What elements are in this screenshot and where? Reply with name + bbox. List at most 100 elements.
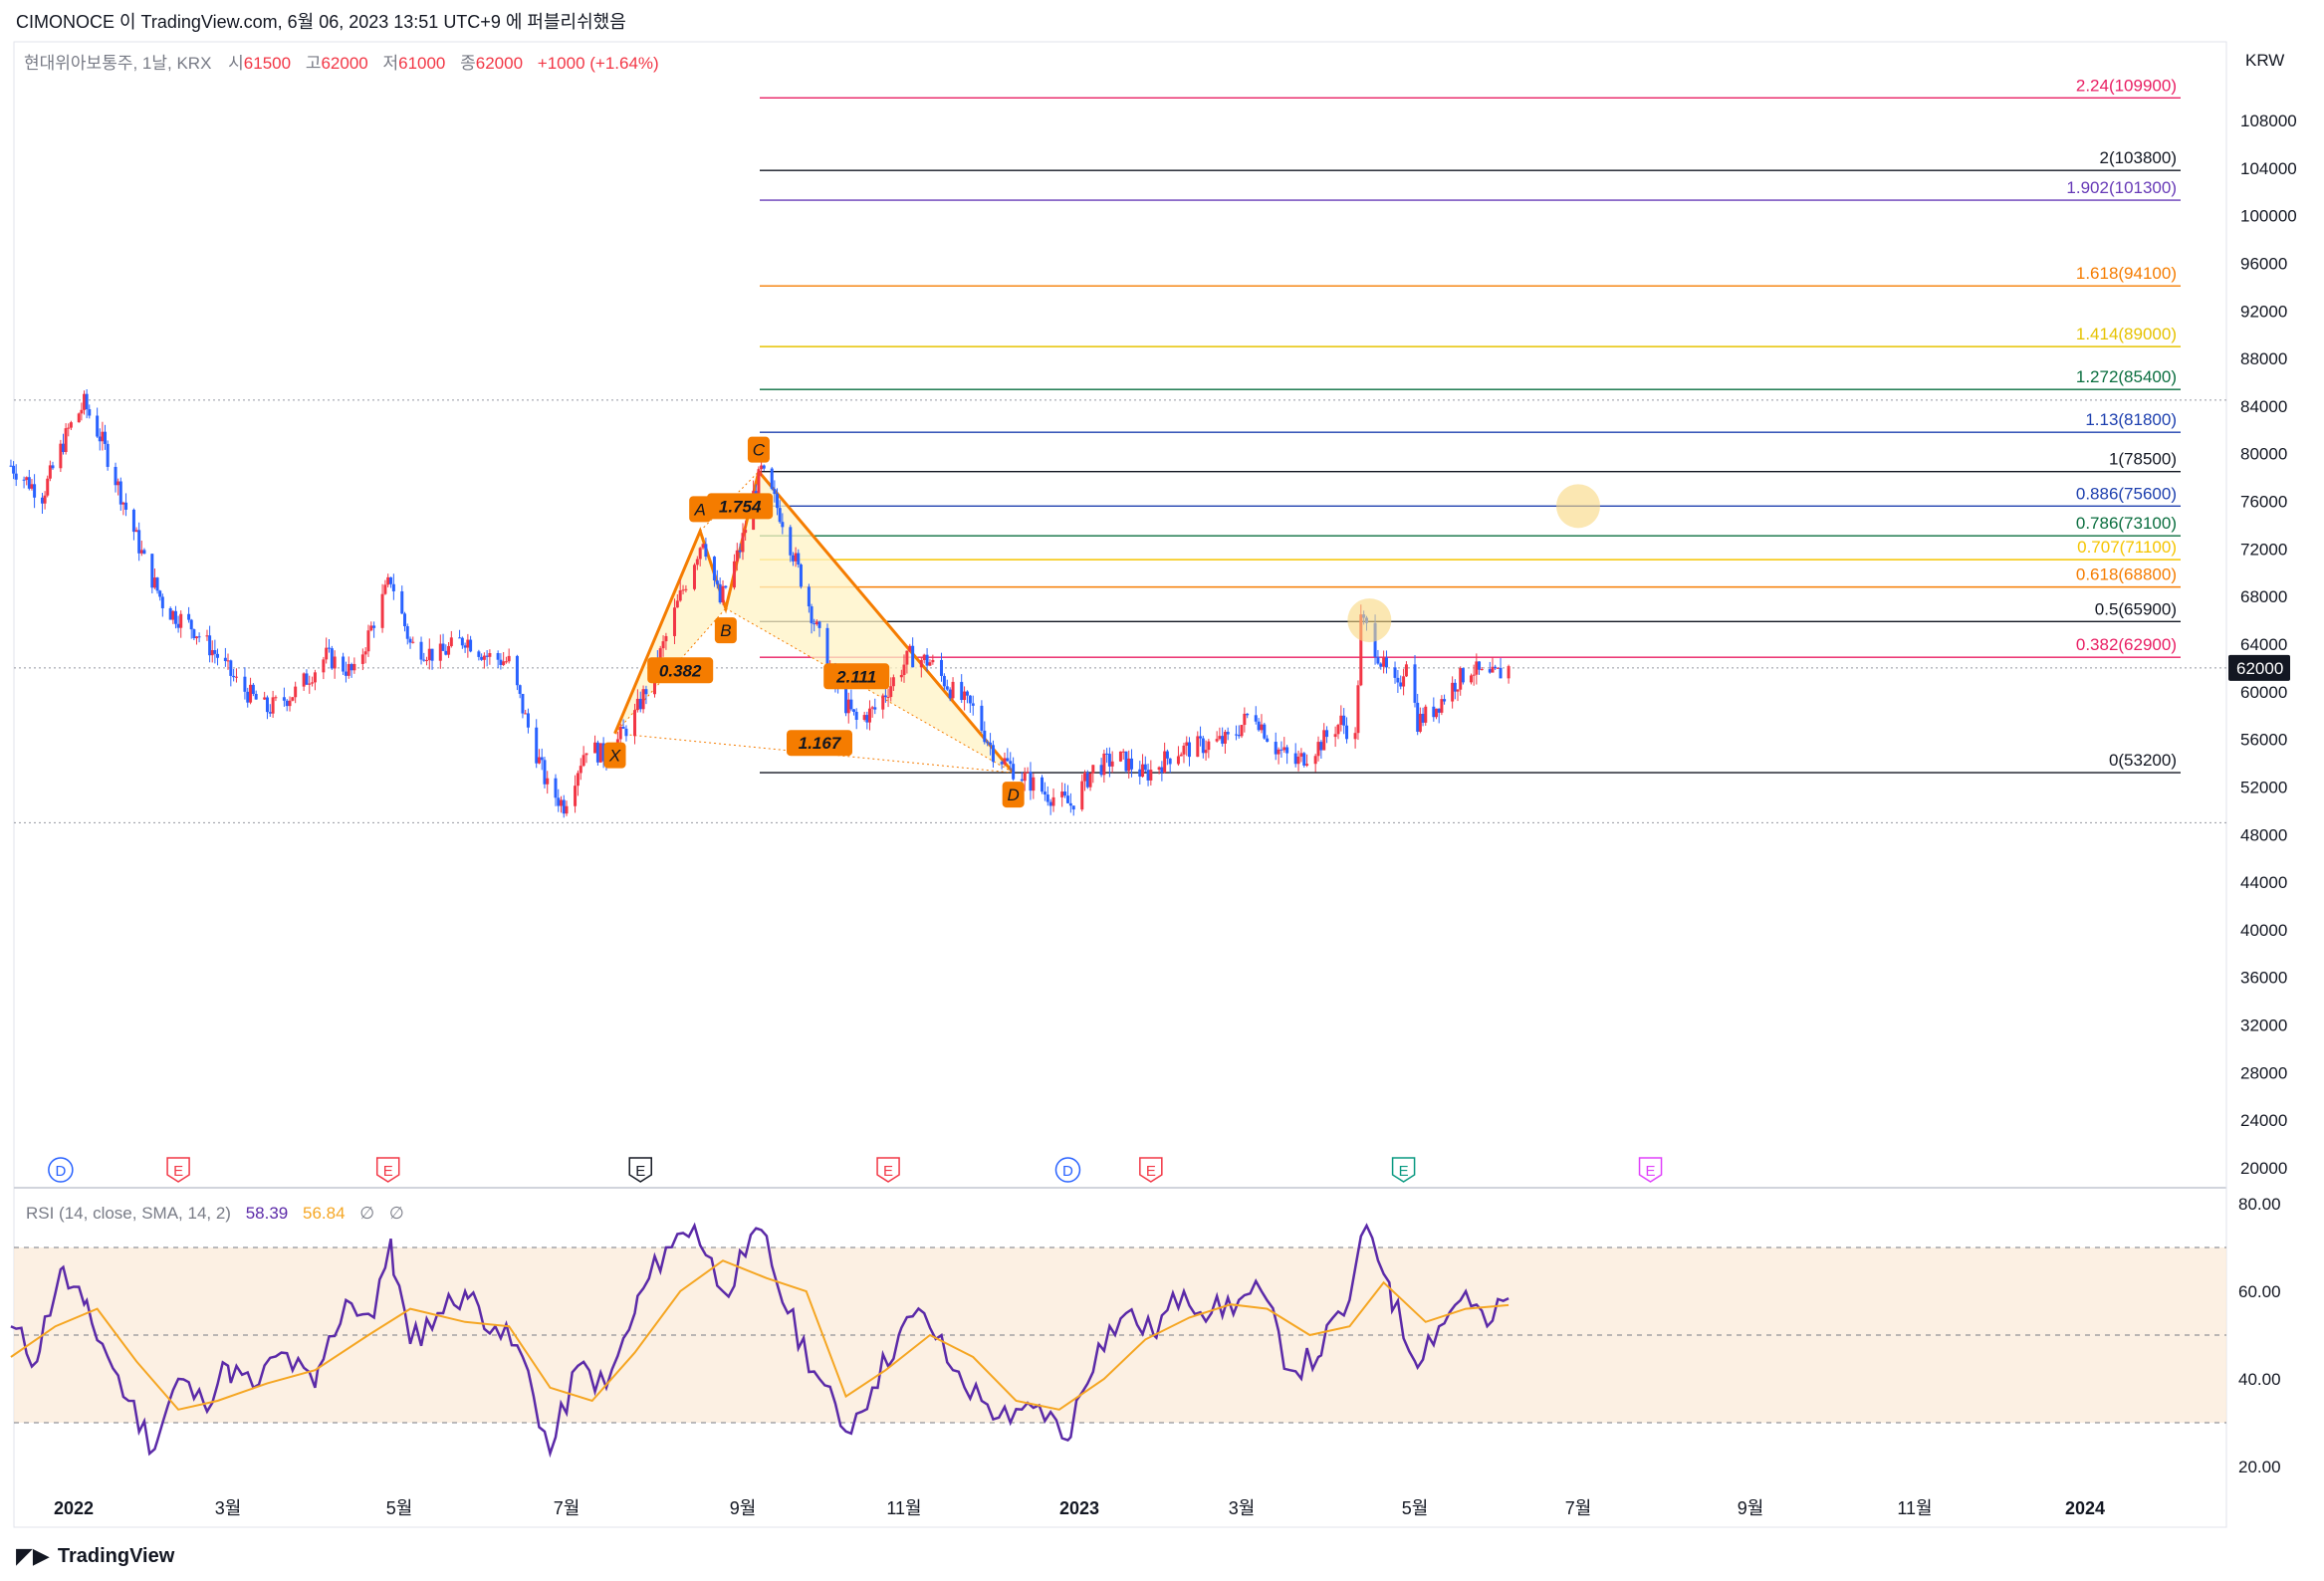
candle-body <box>1399 682 1403 687</box>
candle-body <box>1322 730 1326 751</box>
candle-body <box>1168 758 1172 765</box>
candle-body <box>1065 795 1069 803</box>
candle-body <box>333 656 337 669</box>
candle-body <box>51 465 55 469</box>
rsi-legend[interactable]: RSI (14, close, SMA, 14, 2) 58.39 56.84 … <box>26 1204 404 1223</box>
point-label-a[interactable]: A <box>694 500 706 519</box>
xabcd-pattern[interactable] <box>613 468 1015 775</box>
ratio-label[interactable]: 1.167 <box>799 734 842 753</box>
ratio-label[interactable]: 1.754 <box>719 497 762 516</box>
tradingview-logo[interactable]: ◤▶ TradingView <box>16 1543 174 1569</box>
candle-body <box>744 530 748 534</box>
candle-body <box>1507 666 1511 679</box>
candle-body <box>1009 761 1013 765</box>
candle-body <box>1382 657 1386 667</box>
point-label-bg[interactable] <box>1002 782 1025 808</box>
event-marker-label: E <box>1646 1163 1656 1180</box>
candle-body <box>251 684 255 694</box>
candle-body <box>1299 753 1303 757</box>
candle-body <box>718 583 722 603</box>
candle-body <box>507 655 511 662</box>
symbol-legend[interactable]: 현대위아보통주, 1날, KRX 시61500 고62000 저61000 종6… <box>24 54 659 73</box>
candle-body <box>1051 796 1055 806</box>
candle-body <box>477 651 481 657</box>
dividend-marker[interactable] <box>1054 1157 1081 1183</box>
rsi-axis[interactable]: 80.00 60.00 40.00 20.00 <box>2238 1195 2281 1476</box>
time-tick-label: 7월 <box>554 1498 581 1518</box>
price-axis[interactable]: 108000 104000 100000 96000 92000 88000 84000 80… <box>2240 112 2297 1178</box>
earnings-marker[interactable] <box>628 1157 652 1183</box>
earnings-marker[interactable] <box>1638 1157 1663 1183</box>
fib-level-label: 1.902(101300) <box>2066 178 2177 197</box>
candle-body <box>313 672 317 683</box>
candle-body <box>621 726 625 729</box>
candle-body <box>389 576 393 584</box>
candle-body <box>1201 738 1205 754</box>
candle-body <box>1215 739 1219 742</box>
candle-body <box>347 664 350 676</box>
candle-body <box>672 607 676 636</box>
candle-body <box>562 799 566 814</box>
ratio-label-bg[interactable] <box>787 730 853 757</box>
candle-body <box>968 695 972 704</box>
ratio-label-bg[interactable] <box>823 663 890 690</box>
earnings-marker[interactable] <box>375 1157 400 1183</box>
fib-level-label: 1.618(94100) <box>2076 264 2177 283</box>
candle-body <box>422 659 426 661</box>
candle-body <box>521 693 525 714</box>
point-label-bg[interactable] <box>747 436 770 463</box>
candle-body <box>1404 664 1408 677</box>
candle-body <box>1020 779 1024 782</box>
price-tick-label: 88000 <box>2240 349 2287 368</box>
candle-body <box>1494 666 1498 669</box>
earnings-marker[interactable] <box>166 1157 190 1183</box>
earnings-marker[interactable] <box>876 1157 900 1183</box>
candle-body <box>1376 656 1380 664</box>
ratio-label[interactable]: 2.111 <box>835 667 876 686</box>
time-axis[interactable]: 2022 3월 5월 7월 9월 11월 2023 3월 5월 7월 9월 11월 2024 <box>54 1498 2105 1518</box>
candle-body <box>192 629 196 639</box>
point-label-bg[interactable] <box>714 617 737 644</box>
point-label-bg[interactable] <box>689 496 712 523</box>
time-tick-label: 3월 <box>1229 1498 1256 1518</box>
candle-body <box>1459 668 1463 690</box>
candle-body <box>1279 749 1283 751</box>
point-label-c[interactable]: C <box>753 441 766 460</box>
fib-extension[interactable]: 2.24(109900) 2(103800) 1.902(101300) 1.618(… <box>760 76 2181 774</box>
candle-body <box>1302 753 1306 766</box>
point-label-b[interactable]: B <box>720 621 731 640</box>
candle-body <box>234 676 238 678</box>
candle-body <box>881 695 885 710</box>
point-label-bg[interactable] <box>603 742 626 769</box>
xabcd-labels[interactable]: X A B C D 0.382 1.754 2.111 1.167 <box>603 436 1025 808</box>
candle-body <box>1356 685 1360 734</box>
ratio-label-bg[interactable] <box>647 657 714 684</box>
candle-body <box>246 691 250 703</box>
point-label-x[interactable]: X <box>608 747 621 766</box>
ratio-label-bg[interactable] <box>707 493 774 520</box>
candle-body <box>106 443 110 467</box>
candle-body <box>1499 667 1503 679</box>
earnings-marker[interactable] <box>1139 1157 1163 1183</box>
ratio-label[interactable]: 0.382 <box>659 661 702 680</box>
change-value: +1000 (+1.64%) <box>538 54 659 73</box>
candle-body <box>77 413 81 423</box>
candle-body <box>1129 758 1133 770</box>
earnings-marker[interactable] <box>1391 1157 1416 1183</box>
candle-body <box>1496 667 1500 669</box>
candle-body <box>1207 741 1211 751</box>
time-tick-label: 9월 <box>730 1498 757 1518</box>
candle-body <box>502 661 506 665</box>
dividend-marker[interactable] <box>48 1157 74 1183</box>
candle-body <box>263 697 267 700</box>
svg-text:62000: 62000 <box>2236 659 2283 678</box>
rsi-tick-label: 40.00 <box>2238 1370 2281 1389</box>
candle-body <box>504 661 508 663</box>
candle-body <box>499 659 503 665</box>
price-tick-label: 100000 <box>2240 207 2297 226</box>
candle-body <box>419 641 423 660</box>
candle-body <box>963 691 967 701</box>
point-label-d[interactable]: D <box>1007 786 1019 804</box>
